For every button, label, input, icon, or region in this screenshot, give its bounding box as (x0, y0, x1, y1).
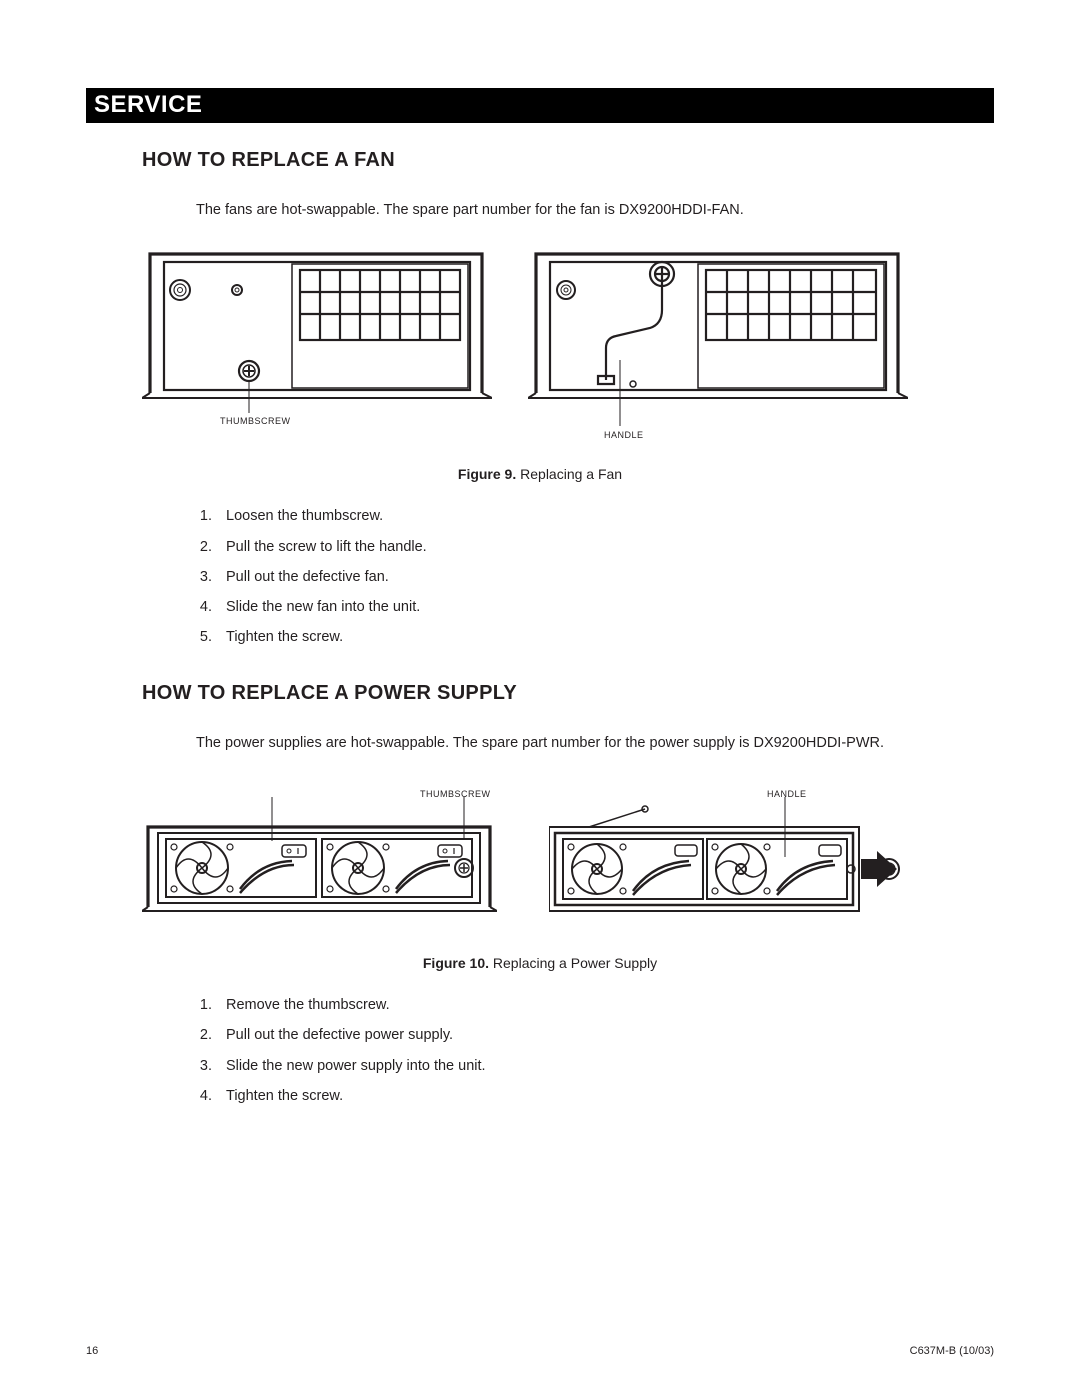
figure-9: THUMBSCREW (142, 248, 994, 448)
psu-heading: HOW TO REPLACE A POWER SUPPLY (142, 682, 994, 705)
fan-step: Tighten the screw. (216, 627, 994, 647)
fan-intro: The fans are hot-swappable. The spare pa… (196, 200, 994, 220)
handle-label-psu: HANDLE (767, 789, 807, 799)
figure-10: THUMBSCREW (142, 797, 994, 927)
psu-steps: Remove the thumbscrew. Pull out the defe… (216, 995, 994, 1106)
page-footer: 16 C637M-B (10/03) (86, 1345, 994, 1357)
fan-heading: HOW TO REPLACE A FAN (142, 149, 994, 172)
psu-step: Slide the new power supply into the unit… (216, 1056, 994, 1076)
handle-label: HANDLE (604, 430, 644, 440)
section-banner: SERVICE (86, 88, 994, 123)
figure-10-caption: Figure 10. Replacing a Power Supply (86, 955, 994, 971)
psu-diagram-right (549, 797, 919, 927)
doc-code: C637M-B (10/03) (910, 1345, 994, 1357)
psu-step: Pull out the defective power supply. (216, 1025, 994, 1045)
fan-step: Pull out the defective fan. (216, 567, 994, 587)
figure-9-caption: Figure 9. Replacing a Fan (86, 466, 994, 482)
fan-step: Slide the new fan into the unit. (216, 597, 994, 617)
fan-step: Pull the screw to lift the handle. (216, 537, 994, 557)
psu-step: Tighten the screw. (216, 1086, 994, 1106)
thumbscrew-label-psu: THUMBSCREW (420, 789, 491, 799)
psu-diagram-left (142, 797, 497, 927)
thumbscrew-label: THUMBSCREW (220, 416, 291, 426)
fan-steps: Loosen the thumbscrew. Pull the screw to… (216, 506, 994, 647)
psu-step: Remove the thumbscrew. (216, 995, 994, 1015)
fan-diagram-right: HANDLE (528, 248, 908, 448)
fan-step: Loosen the thumbscrew. (216, 506, 994, 526)
page-number: 16 (86, 1345, 98, 1357)
psu-intro: The power supplies are hot-swappable. Th… (196, 733, 994, 753)
fan-diagram-left: THUMBSCREW (142, 248, 492, 438)
